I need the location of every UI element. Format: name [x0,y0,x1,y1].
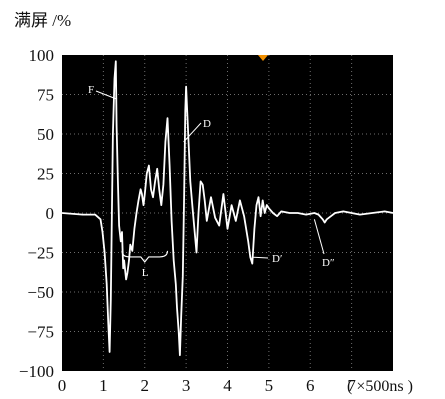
y-tick-label: −75 [27,323,54,342]
y-tick-label: 50 [37,125,54,144]
annotation-brace [121,250,169,263]
y-tick-label: 75 [37,86,54,105]
x-tick-label: 1 [99,376,108,395]
x-ticks: 0 1 2 3 4 5 6 7 [58,376,357,395]
y-axis-label: 满屏 /% [14,11,71,30]
annotation-label: D′ [272,253,282,265]
annotation-leader [253,256,269,259]
x-tick-label: 3 [182,376,191,395]
annotation-leader [183,122,202,143]
x-axis-unit-label: ( ×500ns ) [347,378,413,395]
annotation-label: F [88,84,94,96]
x-tick-label: 0 [58,376,67,395]
y-tick-label: 25 [37,165,54,184]
series [61,60,394,357]
trigger-marker-icon [258,55,268,61]
y-ticks: 100 75 50 25 0 −25 −50 −75 −100 [19,46,54,381]
annotation-label: D [203,118,211,130]
y-tick-label: 0 [46,204,55,223]
y-tick-label: −25 [27,244,54,263]
annotation-label: D″ [322,257,335,269]
x-tick-label: 7 [347,376,356,395]
x-tick-label: 2 [141,376,150,395]
annotations: F D L D′ D″ [88,84,335,279]
annotation-label: L [142,267,149,279]
x-tick-label: 4 [223,376,232,395]
waveform-line [61,60,394,357]
y-tick-label: 100 [29,46,55,65]
annotation-leader [95,90,118,100]
annotation-leader [313,219,325,255]
x-tick-label: 5 [265,376,274,395]
y-tick-label: −100 [19,362,54,381]
y-tick-label: −50 [27,283,54,302]
x-tick-label: 6 [306,376,315,395]
